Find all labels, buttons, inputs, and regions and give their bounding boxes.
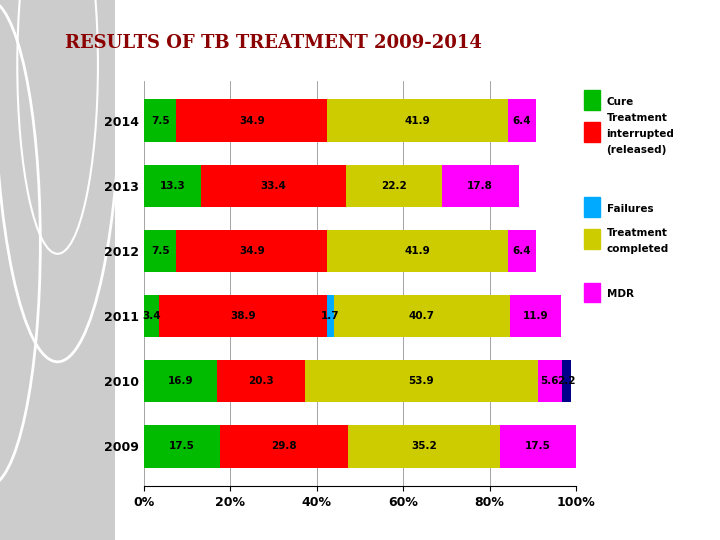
Text: RESULTS OF TB TREATMENT 2009-2014: RESULTS OF TB TREATMENT 2009-2014: [66, 34, 482, 52]
Text: 29.8: 29.8: [271, 441, 297, 451]
Bar: [144, 295, 158, 338]
Text: MDR: MDR: [606, 289, 634, 299]
Text: 33.4: 33.4: [261, 181, 287, 191]
Text: 38.9: 38.9: [230, 311, 256, 321]
Text: 35.2: 35.2: [412, 441, 437, 451]
Bar: [327, 99, 508, 142]
Bar: [346, 165, 441, 207]
Bar: [144, 360, 217, 402]
Bar: [327, 295, 334, 338]
Text: Failures: Failures: [606, 204, 653, 214]
FancyBboxPatch shape: [585, 283, 600, 302]
Text: 6.4: 6.4: [513, 246, 531, 256]
Text: Treatment: Treatment: [606, 113, 667, 124]
Bar: [334, 295, 510, 338]
Bar: [305, 360, 538, 402]
Text: completed: completed: [606, 244, 669, 254]
Bar: [176, 230, 327, 272]
Text: 22.2: 22.2: [381, 181, 407, 191]
Text: 41.9: 41.9: [405, 116, 431, 126]
Bar: [176, 99, 327, 142]
Bar: [217, 360, 305, 402]
Bar: [327, 230, 508, 272]
Bar: [538, 360, 562, 402]
Bar: [144, 99, 176, 142]
Bar: [348, 425, 500, 468]
Text: 34.9: 34.9: [239, 116, 265, 126]
Text: 7.5: 7.5: [151, 116, 169, 126]
Text: 11.9: 11.9: [523, 311, 549, 321]
Text: 17.8: 17.8: [467, 181, 493, 191]
Text: 41.9: 41.9: [405, 246, 431, 256]
FancyBboxPatch shape: [585, 90, 600, 110]
Text: 2.2: 2.2: [557, 376, 576, 386]
Text: 17.5: 17.5: [526, 441, 551, 451]
Bar: [144, 425, 220, 468]
Text: 6.4: 6.4: [513, 116, 531, 126]
Text: Cure: Cure: [606, 97, 634, 107]
Text: 5.6: 5.6: [541, 376, 559, 386]
Text: 53.9: 53.9: [408, 376, 434, 386]
Text: 1.7: 1.7: [321, 311, 340, 321]
Bar: [562, 360, 571, 402]
Bar: [510, 295, 562, 338]
Text: 34.9: 34.9: [239, 246, 265, 256]
Text: (released): (released): [606, 145, 667, 154]
Text: 20.3: 20.3: [248, 376, 274, 386]
Bar: [508, 230, 536, 272]
Bar: [158, 295, 327, 338]
Bar: [202, 165, 346, 207]
Bar: [220, 425, 348, 468]
Bar: [441, 165, 518, 207]
Text: interrupted: interrupted: [606, 129, 675, 139]
Text: 16.9: 16.9: [168, 376, 193, 386]
Text: Treatment: Treatment: [606, 228, 667, 238]
Text: 13.3: 13.3: [160, 181, 186, 191]
Bar: [144, 230, 176, 272]
Text: 7.5: 7.5: [151, 246, 169, 256]
Bar: [144, 165, 202, 207]
Bar: [500, 425, 576, 468]
FancyBboxPatch shape: [585, 197, 600, 217]
FancyBboxPatch shape: [585, 123, 600, 142]
Text: 40.7: 40.7: [409, 311, 435, 321]
Bar: [508, 99, 536, 142]
FancyBboxPatch shape: [585, 230, 600, 249]
Text: 17.5: 17.5: [169, 441, 194, 451]
Text: 3.4: 3.4: [142, 311, 161, 321]
